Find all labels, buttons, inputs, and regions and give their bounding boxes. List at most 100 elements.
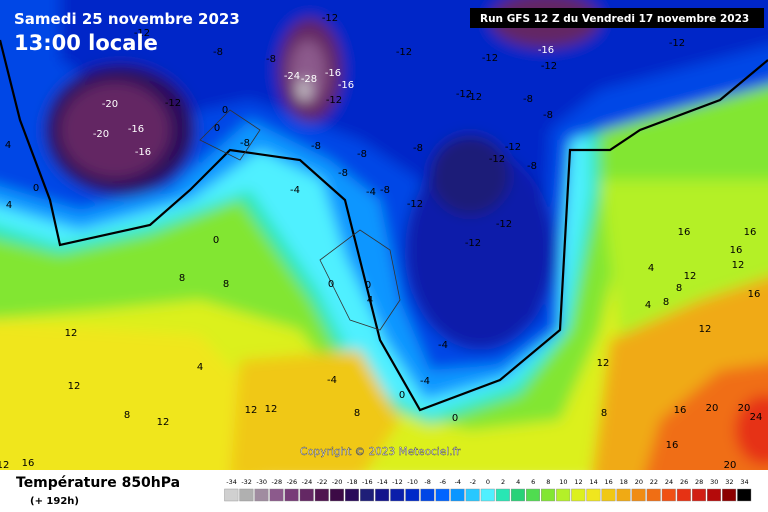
- contour-label: 8: [179, 273, 185, 284]
- scale-label: -26: [287, 478, 298, 486]
- scale-label: 20: [635, 478, 643, 486]
- contour-label: -12: [482, 53, 498, 64]
- scale-swatch: [329, 488, 344, 502]
- scale-swatch: [737, 488, 752, 502]
- scale-label: 6: [531, 478, 535, 486]
- scale-swatch: [450, 488, 465, 502]
- scale-swatch: [299, 488, 314, 502]
- contour-label: 12: [68, 381, 81, 392]
- scale-label: -34: [226, 478, 237, 486]
- scale-label: -2: [470, 478, 476, 486]
- scale-label: -12: [392, 478, 403, 486]
- contour-label: 16: [674, 405, 687, 416]
- contour-label: 8: [223, 279, 229, 290]
- date: Samedi 25 novembre 2023: [14, 10, 240, 28]
- contour-label: -24: [284, 71, 300, 82]
- contour-label: 12: [265, 404, 278, 415]
- scale-swatch: [556, 488, 571, 502]
- contour-label: -12: [669, 38, 685, 49]
- contour-label: -12: [396, 47, 412, 58]
- contour-label: -12: [496, 219, 512, 230]
- contour-label: 20: [738, 403, 751, 414]
- scale-label: 10: [559, 478, 567, 486]
- contour-label: 16: [22, 458, 35, 469]
- scale-label: -24: [302, 478, 313, 486]
- contour-labels: -12-8-8-12-12-12-16-12-12-24 -28-16-16-12…: [0, 13, 762, 471]
- scale-swatch: [420, 488, 435, 502]
- run-box: [470, 8, 764, 28]
- scale-swatch: [646, 488, 661, 502]
- scale-label: 0: [486, 478, 490, 486]
- scale-label: 12: [574, 478, 582, 486]
- contour-label: 12: [699, 324, 712, 335]
- scale-swatch: [239, 488, 254, 502]
- contour-label: 0: [222, 105, 228, 116]
- scale-label: 18: [620, 478, 628, 486]
- copyright: Copyright © 2023 Meteociel.fr: [300, 446, 461, 458]
- scale-swatch: [390, 488, 405, 502]
- scale-swatch: [510, 488, 525, 502]
- contour-label: -8: [527, 161, 537, 172]
- contour-label: 0: [214, 123, 220, 134]
- scale-label: -8: [424, 478, 430, 486]
- contour-label: -8: [380, 185, 390, 196]
- scale-swatch: [360, 488, 375, 502]
- contour-label: 4: [367, 295, 373, 306]
- contour-label: 0: [328, 279, 334, 290]
- scale-label: -4: [455, 478, 461, 486]
- scale-label: -28: [271, 478, 282, 486]
- scale-label: 34: [740, 478, 748, 486]
- scale-swatch: [691, 488, 706, 502]
- contour-label: -12: [465, 238, 481, 249]
- local-time: 13:00 locale: [14, 31, 158, 55]
- scale-swatch: [601, 488, 616, 502]
- scale-label: -18: [347, 478, 358, 486]
- scale-swatch: [465, 488, 480, 502]
- lead-time: (+ 192h): [30, 496, 79, 507]
- contour-label: 16: [678, 227, 691, 238]
- scale-swatch: [707, 488, 722, 502]
- contour-label: -12: [466, 92, 482, 103]
- contour-label: -8: [240, 138, 250, 149]
- contour-label: 20: [724, 460, 737, 471]
- scale-swatch: [405, 488, 420, 502]
- contour-label: -12: [489, 154, 505, 165]
- scale-swatch: [224, 488, 239, 502]
- contour-label: 4: [197, 362, 203, 373]
- contour-label: -20: [93, 129, 109, 140]
- scale-label: -6: [440, 478, 446, 486]
- contour-label: -8: [543, 110, 553, 121]
- contour-label: 16: [744, 227, 757, 238]
- contour-label: -8: [266, 54, 276, 65]
- scale-swatch: [541, 488, 556, 502]
- contour-label: 8: [601, 408, 607, 419]
- contour-label: -8: [311, 141, 321, 152]
- contour-label: -20: [102, 99, 118, 110]
- contour-label: 12: [245, 405, 258, 416]
- contour-label: -8: [213, 47, 223, 58]
- run-info: Run GFS 12 Z du Vendredi 17 novembre 202…: [480, 13, 749, 25]
- contour-label: -4: [290, 185, 300, 196]
- contour-label: -4: [420, 376, 430, 387]
- contour-label: 4: [5, 140, 11, 151]
- scale-label: -32: [241, 478, 252, 486]
- contour-label: 12: [157, 417, 170, 428]
- contour-label: 16: [730, 245, 743, 256]
- scale-label: -10: [407, 478, 418, 486]
- scale-swatch: [631, 488, 646, 502]
- scale-label: 32: [725, 478, 733, 486]
- scale-label: 16: [605, 478, 613, 486]
- scale-swatch: [284, 488, 299, 502]
- contour-label: -12: [407, 199, 423, 210]
- contour-label: 0: [399, 390, 405, 401]
- contour-label: -12: [505, 142, 521, 153]
- contour-label: -8: [413, 143, 423, 154]
- scale-swatch: [480, 488, 495, 502]
- contour-label: 8: [354, 408, 360, 419]
- contour-label: 12: [684, 271, 697, 282]
- contour-label: 8: [663, 297, 669, 308]
- footer-title: Température 850hPa: [16, 475, 180, 491]
- scale-label: -14: [377, 478, 388, 486]
- contour-label: -12: [456, 89, 472, 100]
